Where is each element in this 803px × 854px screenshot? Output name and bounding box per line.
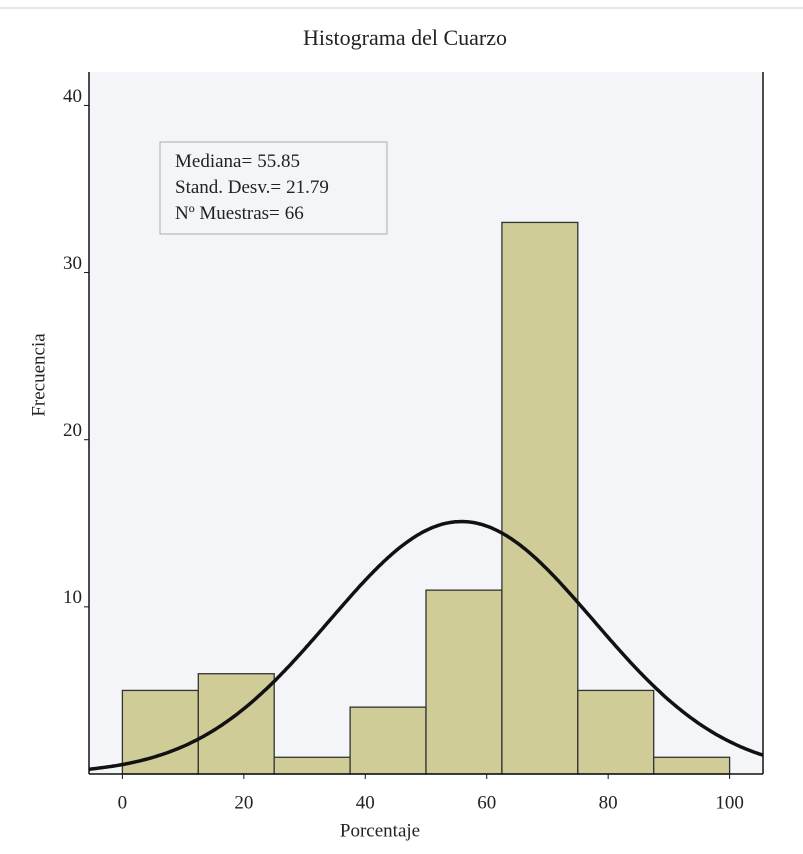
- stat-value: 55.85: [257, 151, 300, 172]
- y-tick-label: 30: [63, 253, 82, 274]
- bar: [273, 756, 351, 775]
- x-tick-label: 60: [477, 792, 496, 813]
- bar: [653, 756, 731, 775]
- y-tick-label: 10: [63, 587, 82, 608]
- bar: [577, 689, 655, 775]
- y-tick-label: 20: [63, 420, 82, 441]
- stat-value: 21.79: [286, 177, 329, 198]
- y-axis-label: Frecuencia: [28, 333, 49, 417]
- bar: [425, 589, 503, 775]
- stat-label: Mediana=: [175, 151, 252, 172]
- stat-line: Nº Muestras= 66: [175, 203, 304, 224]
- stat-line: Stand. Desv.= 21.79: [175, 177, 329, 198]
- stat-label: Stand. Desv.=: [175, 177, 281, 198]
- normal-curve: [88, 519, 764, 771]
- x-tick-label: 100: [715, 792, 744, 813]
- x-axis-label: Porcentaje: [340, 820, 420, 841]
- stat-value: 66: [285, 203, 304, 224]
- x-tick-label: 80: [599, 792, 618, 813]
- x-tick-label: 40: [356, 792, 375, 813]
- bar: [501, 221, 579, 775]
- bar: [197, 673, 275, 775]
- x-tick-label: 0: [118, 792, 128, 813]
- stat-label: Nº Muestras=: [175, 203, 280, 224]
- bar: [349, 706, 427, 775]
- x-tick-label: 20: [234, 792, 253, 813]
- y-tick-label: 40: [63, 86, 82, 107]
- stat-line: Mediana= 55.85: [175, 151, 300, 172]
- chart-title: Histograma del Cuarzo: [303, 25, 507, 50]
- stats-box: [159, 141, 388, 235]
